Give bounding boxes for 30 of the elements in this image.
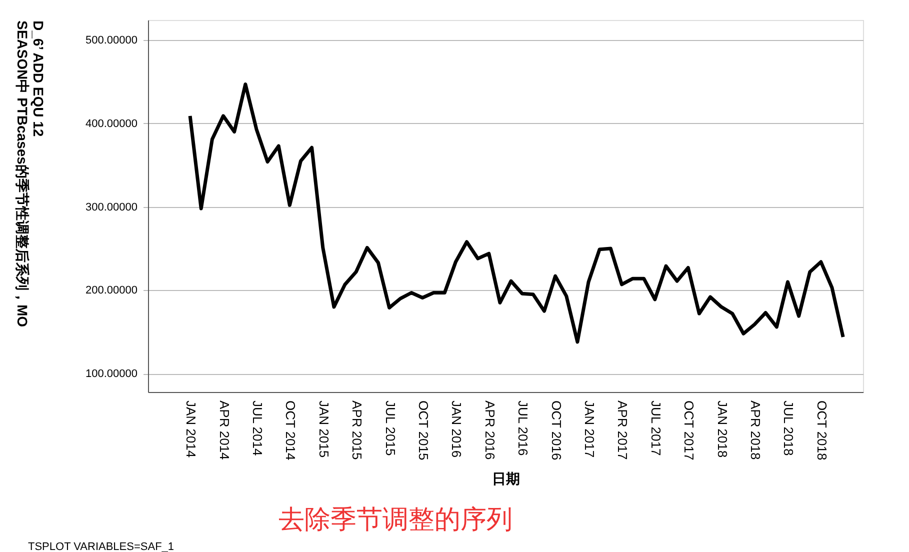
x-tick-label: APR 2017: [615, 400, 630, 460]
x-tick-label: JUL 2017: [648, 400, 664, 456]
x-tick-label: APR 2014: [216, 400, 232, 460]
y-axis-title: D_6’ ADD EQU 12 SEASON中 PTBcases的季节性调整后系列，MO: [14, 20, 46, 328]
x-tick-label: JAN 2016: [449, 400, 464, 458]
y-tick-label: 300.00000: [86, 201, 138, 214]
line-series: [188, 82, 845, 344]
x-tick-label: APR 2015: [350, 400, 365, 460]
x-tick-label: APR 2016: [482, 400, 498, 460]
x-tick-label: OCT 2014: [283, 400, 298, 460]
x-tick-label: OCT 2015: [416, 400, 431, 460]
x-axis-title: 日期: [492, 470, 520, 486]
x-tick-label: JAN 2014: [184, 400, 199, 458]
y-tick-label: 100.00000: [86, 368, 138, 380]
x-tick-label: JAN 2018: [714, 400, 730, 458]
x-tick-label: JAN 2017: [582, 400, 598, 458]
x-tick-label: JUL 2014: [250, 400, 265, 456]
y-tick-label: 500.00000: [86, 34, 138, 47]
x-tick-label: OCT 2017: [682, 400, 697, 460]
x-tick-label: OCT 2018: [814, 400, 830, 460]
x-tick-label: JAN 2015: [316, 400, 332, 458]
y-tick-label: 200.00000: [86, 284, 138, 297]
x-tick-label: APR 2018: [748, 400, 764, 460]
x-tick-label: JUL 2015: [382, 400, 398, 456]
y-tick-label: 400.00000: [86, 118, 138, 130]
text: 去除季节调整的序列: [278, 505, 512, 535]
x-tick-label: JUL 2018: [781, 400, 796, 456]
text: TSPLOT VARIABLES=SAF_1: [28, 541, 174, 552]
x-tick-label: OCT 2016: [548, 400, 564, 460]
x-tick-label: JUL 2016: [516, 400, 531, 456]
